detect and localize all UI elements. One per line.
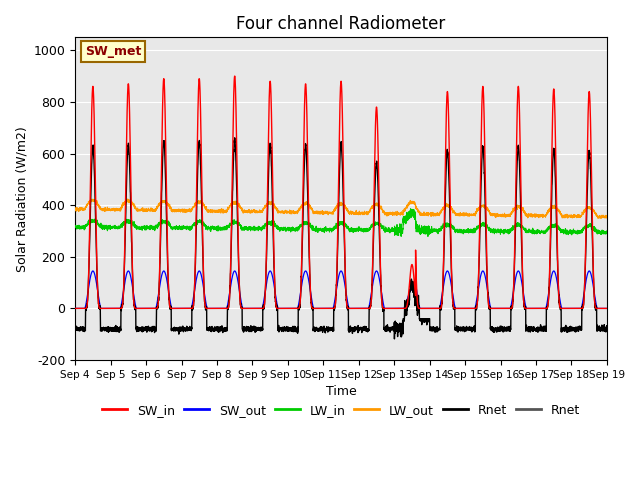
Text: SW_met: SW_met: [84, 45, 141, 58]
X-axis label: Time: Time: [326, 385, 356, 398]
Y-axis label: Solar Radiation (W/m2): Solar Radiation (W/m2): [15, 126, 28, 272]
Legend: SW_in, SW_out, LW_in, LW_out, Rnet, Rnet: SW_in, SW_out, LW_in, LW_out, Rnet, Rnet: [97, 398, 585, 421]
Title: Four channel Radiometer: Four channel Radiometer: [236, 15, 445, 33]
